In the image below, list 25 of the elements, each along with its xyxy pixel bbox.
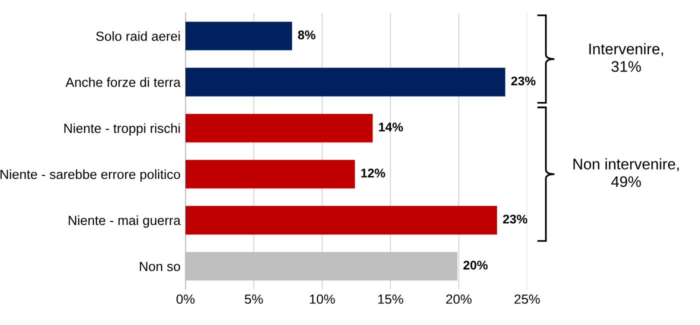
data-label: 8% (298, 30, 316, 40)
data-label: 23% (511, 76, 536, 86)
x-tick-label: 20% (446, 294, 472, 304)
x-tick-label: 25% (514, 294, 540, 304)
data-label: 14% (379, 122, 403, 132)
y-tick-label: Niente - troppi rischi (64, 123, 180, 136)
bar (186, 114, 373, 142)
y-tick-label: Niente - sarebbe errore politico (0, 169, 180, 182)
data-label: 20% (463, 260, 488, 270)
bar (186, 160, 355, 188)
y-tick-label: Non so (140, 262, 180, 272)
x-tick-label: 10% (310, 294, 335, 304)
text: Intervenire, 31% (589, 43, 664, 72)
data-label: 23% (503, 214, 528, 224)
data-label: 12% (361, 168, 386, 178)
y-tick-label: Solo raid aerei (96, 31, 180, 41)
bar (186, 22, 292, 50)
x-tick-label: 0% (176, 294, 195, 304)
text: Non intervenire, 49% (573, 158, 679, 188)
bar (186, 206, 498, 234)
x-tick-label: 15% (378, 294, 404, 304)
x-tick-label: 5% (244, 294, 263, 304)
bar (186, 68, 506, 96)
y-tick-label: Anche forze di terra (66, 77, 181, 87)
y-tick-label: Niente - mai guerra (68, 215, 181, 228)
